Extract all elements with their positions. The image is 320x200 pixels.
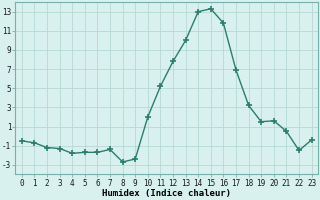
X-axis label: Humidex (Indice chaleur): Humidex (Indice chaleur) [102, 189, 231, 198]
